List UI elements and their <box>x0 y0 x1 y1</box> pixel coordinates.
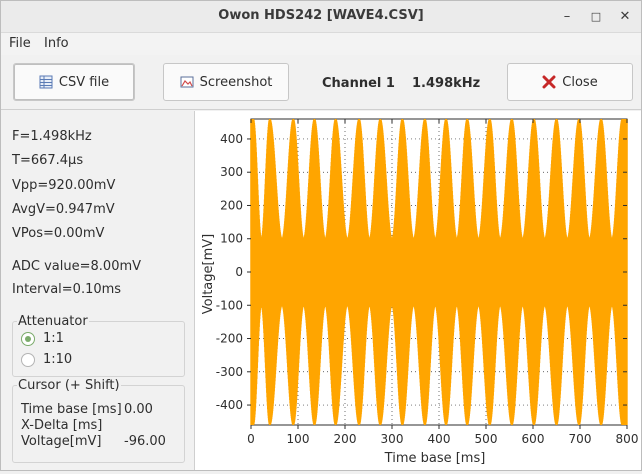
y-tick-label: 200 <box>220 198 243 212</box>
x-tick-label: 100 <box>287 432 310 446</box>
cursor-timebase-value: 0.00 <box>124 402 153 417</box>
cursor-voltage-label: Voltage[mV] <box>21 434 102 449</box>
attenuator-1-1-radio[interactable] <box>21 332 35 346</box>
cursor-group: Cursor (+ Shift) Time base [ms] 0.00 X-D… <box>12 378 185 463</box>
maximize-button[interactable]: □ <box>590 10 602 23</box>
close-button[interactable]: Close <box>507 63 633 101</box>
screenshot-label: Screenshot <box>199 74 273 90</box>
cursor-xdelta-label: X-Delta [ms] <box>21 418 103 433</box>
cursor-title: Cursor (+ Shift) <box>17 378 121 393</box>
interval-value: Interval=0.10ms <box>12 282 122 297</box>
x-tick-label: 0 <box>247 432 255 446</box>
y-axis-label: Voltage[mV] <box>201 234 216 314</box>
y-tick-label: -400 <box>216 398 243 412</box>
avgv-value: AvgV=0.947mV <box>12 202 115 217</box>
minimize-button[interactable]: – <box>563 9 571 24</box>
x-tick-label: 700 <box>569 432 592 446</box>
csv-file-label: CSV file <box>58 74 110 90</box>
x-tick-label: 800 <box>616 432 639 446</box>
period-value: T=667.4µs <box>12 153 84 168</box>
attenuator-group: Attenuator 1:1 1:10 <box>12 314 185 377</box>
vpos-value: VPos=0.00mV <box>12 226 105 241</box>
close-window-button[interactable]: ✕ <box>619 9 631 24</box>
screenshot-button[interactable]: Screenshot <box>163 63 289 101</box>
y-tick-label: -300 <box>216 365 243 379</box>
x-tick-label: 500 <box>475 432 498 446</box>
title-bar[interactable]: Owon HDS242 [WAVE4.CSV] – □ ✕ <box>1 1 641 33</box>
cursor-timebase-label: Time base [ms] <box>21 402 122 417</box>
toolbar: CSV file Screenshot Channel 1 1.498kHz C… <box>1 55 641 110</box>
x-tick-label: 200 <box>334 432 357 446</box>
attenuator-title: Attenuator <box>17 314 89 329</box>
attenuator-1-1-label[interactable]: 1:1 <box>43 331 64 346</box>
close-label: Close <box>562 74 598 90</box>
menu-info[interactable]: Info <box>44 36 69 51</box>
y-tick-label: 100 <box>220 232 243 246</box>
menu-bar: File Info <box>1 33 641 55</box>
vpp-value: Vpp=920.00mV <box>12 178 116 193</box>
measurement-panel: F=1.498kHz T=667.4µs Vpp=920.00mV AvgV=0… <box>1 111 195 470</box>
x-tick-label: 400 <box>428 432 451 446</box>
adc-value: ADC value=8.00mV <box>12 259 142 274</box>
waveform-trace <box>250 118 628 426</box>
x-tick-label: 600 <box>522 432 545 446</box>
y-tick-label: -200 <box>216 332 243 346</box>
cursor-voltage-value: -96.00 <box>124 434 166 449</box>
channel-label: Channel 1 <box>322 76 395 91</box>
y-tick-label: 0 <box>235 265 243 279</box>
y-tick-label: -100 <box>216 298 243 312</box>
y-tick-label: 400 <box>220 132 243 146</box>
close-x-icon <box>542 75 556 89</box>
window-title: Owon HDS242 [WAVE4.CSV] <box>218 8 424 23</box>
csv-file-button[interactable]: CSV file <box>13 63 135 101</box>
frequency-display: 1.498kHz <box>412 76 481 91</box>
image-icon <box>180 76 194 88</box>
waveform-chart[interactable]: 0 100 200 300 400 500 600 700 800 -400 -300 -200 -10… <box>195 111 641 470</box>
plot-panel[interactable]: 0 100 200 300 400 500 600 700 800 -400 -300 -200 -10… <box>195 111 641 470</box>
y-tick-label: 300 <box>220 165 243 179</box>
x-tick-label: 300 <box>381 432 404 446</box>
menu-file[interactable]: File <box>9 36 31 51</box>
attenuator-1-10-label[interactable]: 1:10 <box>43 352 73 367</box>
attenuator-1-10-radio[interactable] <box>21 353 35 367</box>
spreadsheet-icon <box>39 75 53 89</box>
x-axis-label: Time base [ms] <box>384 451 486 466</box>
frequency-value: F=1.498kHz <box>12 129 92 144</box>
